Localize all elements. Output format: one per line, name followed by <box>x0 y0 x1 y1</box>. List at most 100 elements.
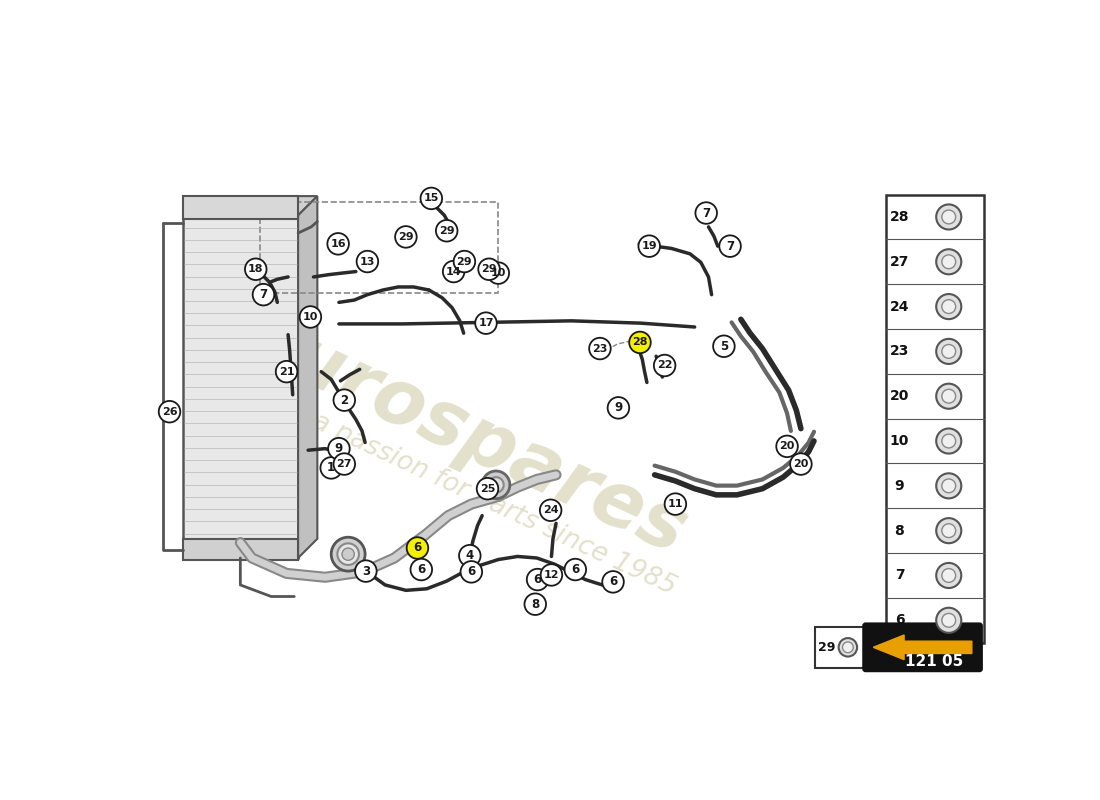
Circle shape <box>942 345 956 358</box>
FancyBboxPatch shape <box>815 626 865 668</box>
Text: 28: 28 <box>632 338 648 347</box>
Circle shape <box>395 226 417 248</box>
Circle shape <box>461 561 482 582</box>
Circle shape <box>487 262 509 284</box>
Circle shape <box>695 202 717 224</box>
Text: 29: 29 <box>456 257 472 266</box>
Text: 17: 17 <box>478 318 494 328</box>
Circle shape <box>638 235 660 257</box>
Circle shape <box>459 545 481 566</box>
Circle shape <box>475 312 497 334</box>
Text: 6: 6 <box>894 614 904 627</box>
Text: 7: 7 <box>702 206 711 219</box>
Text: 20: 20 <box>890 390 910 403</box>
Text: 4: 4 <box>465 549 474 562</box>
Circle shape <box>936 608 961 633</box>
Circle shape <box>541 564 562 586</box>
Text: 21: 21 <box>278 366 295 377</box>
Circle shape <box>942 434 956 448</box>
Circle shape <box>355 560 376 582</box>
Circle shape <box>478 258 499 280</box>
Text: 29: 29 <box>398 232 414 242</box>
Polygon shape <box>183 196 318 215</box>
Text: 10: 10 <box>491 268 506 278</box>
FancyBboxPatch shape <box>183 538 298 560</box>
Circle shape <box>331 538 365 571</box>
Circle shape <box>338 543 359 565</box>
Circle shape <box>476 478 498 499</box>
Text: 26: 26 <box>156 405 173 418</box>
Text: 18: 18 <box>248 264 264 274</box>
Text: 3: 3 <box>362 565 370 578</box>
Circle shape <box>936 563 961 588</box>
Circle shape <box>664 494 686 515</box>
Text: 25: 25 <box>480 484 495 494</box>
Text: 13: 13 <box>360 257 375 266</box>
Circle shape <box>942 300 956 314</box>
Text: 28: 28 <box>890 210 910 224</box>
Circle shape <box>488 477 504 493</box>
Text: 29: 29 <box>481 264 497 274</box>
Text: a passion for parts since 1985: a passion for parts since 1985 <box>308 408 681 600</box>
Circle shape <box>838 638 857 657</box>
Circle shape <box>564 558 586 580</box>
Text: 23: 23 <box>592 343 607 354</box>
Text: 9: 9 <box>894 479 904 493</box>
Polygon shape <box>873 635 972 660</box>
Circle shape <box>719 235 741 257</box>
Circle shape <box>525 594 546 615</box>
Circle shape <box>158 401 180 422</box>
Text: 24: 24 <box>542 506 559 515</box>
FancyBboxPatch shape <box>864 623 982 671</box>
Circle shape <box>936 294 961 319</box>
Text: 26: 26 <box>162 406 177 417</box>
Text: 7: 7 <box>726 240 734 253</box>
Circle shape <box>942 390 956 403</box>
Circle shape <box>342 548 354 560</box>
Text: 29: 29 <box>817 641 835 654</box>
Circle shape <box>410 558 432 580</box>
Circle shape <box>443 261 464 282</box>
Circle shape <box>936 250 961 274</box>
Circle shape <box>942 524 956 538</box>
Circle shape <box>590 338 610 359</box>
Circle shape <box>420 188 442 209</box>
Circle shape <box>653 354 675 376</box>
Circle shape <box>936 205 961 230</box>
Text: 1: 1 <box>327 462 336 474</box>
Circle shape <box>253 284 274 306</box>
Text: eurospares: eurospares <box>229 299 698 570</box>
Circle shape <box>245 258 266 280</box>
Circle shape <box>936 429 961 454</box>
Text: 15: 15 <box>424 194 439 203</box>
FancyBboxPatch shape <box>886 194 984 642</box>
Circle shape <box>790 454 812 475</box>
Text: 10: 10 <box>302 312 318 322</box>
Text: 27: 27 <box>890 254 910 269</box>
Circle shape <box>843 642 854 653</box>
Circle shape <box>333 454 355 475</box>
Circle shape <box>942 255 956 269</box>
Text: 6: 6 <box>571 563 580 576</box>
Text: 23: 23 <box>890 345 910 358</box>
Circle shape <box>540 499 561 521</box>
Text: 6: 6 <box>468 566 475 578</box>
Circle shape <box>299 306 321 328</box>
Text: 6: 6 <box>609 575 617 588</box>
Circle shape <box>936 518 961 543</box>
Text: 5: 5 <box>719 340 728 353</box>
Text: 10: 10 <box>890 434 910 448</box>
Polygon shape <box>298 196 318 558</box>
Text: 121 05: 121 05 <box>905 654 964 669</box>
Circle shape <box>936 339 961 364</box>
Circle shape <box>276 361 297 382</box>
Text: 7: 7 <box>894 569 904 582</box>
Text: 6: 6 <box>534 573 541 586</box>
Text: 6: 6 <box>417 563 426 576</box>
Circle shape <box>527 569 548 590</box>
Circle shape <box>936 384 961 409</box>
Text: 29: 29 <box>439 226 454 236</box>
Text: 27: 27 <box>337 459 352 469</box>
Text: 12: 12 <box>543 570 559 580</box>
Circle shape <box>356 250 378 272</box>
